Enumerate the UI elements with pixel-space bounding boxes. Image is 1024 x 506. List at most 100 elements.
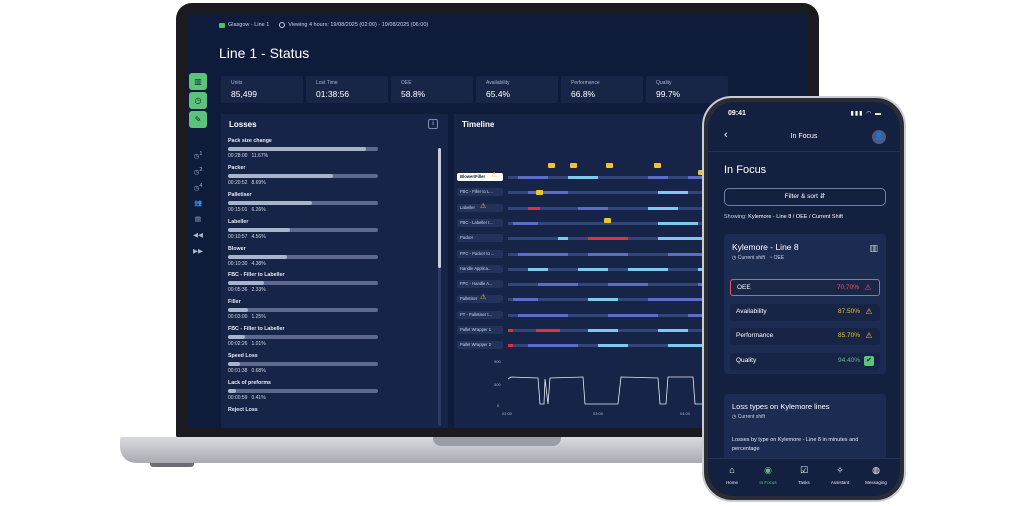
timeline-row-label[interactable]: Blower/Filler <box>457 173 503 181</box>
info-button[interactable]: i <box>428 119 438 129</box>
sidebar-alert-1[interactable]: ◷1 <box>193 151 203 161</box>
sidebar-alert-4[interactable]: ◷4 <box>193 183 203 193</box>
timeline-segment[interactable] <box>508 329 513 332</box>
sidebar-alert-2[interactable]: ◷2 <box>193 167 203 177</box>
timeline-segment[interactable] <box>598 344 628 348</box>
filter-sort-button[interactable]: Filter & sort ⇵ <box>724 188 886 206</box>
timeline-segment[interactable] <box>628 267 668 271</box>
back-icon[interactable]: ‹ <box>724 129 728 141</box>
timeline-segment[interactable] <box>528 191 568 195</box>
loss-item[interactable]: Packer 00:20:52 8.69% <box>228 165 428 192</box>
loss-item[interactable]: Blower 00:10:30 4.38% <box>228 246 428 273</box>
event-marker[interactable] <box>570 163 577 168</box>
nav-messaging[interactable]: ◍ Messaging <box>858 465 894 485</box>
event-marker[interactable] <box>606 163 613 168</box>
loss-item[interactable]: Filler 00:03:00 1.25% <box>228 299 428 326</box>
timeline-row-label[interactable]: Pallet Wrapper 2 <box>457 341 503 350</box>
fast-forward-icon[interactable]: ▶▶ <box>193 248 203 255</box>
id-card-icon[interactable]: ▤ <box>194 216 202 223</box>
timeline-segment[interactable] <box>578 267 608 271</box>
timeline-segment[interactable] <box>518 176 548 179</box>
timeline-row-label[interactable]: FBC - Filler to L... <box>457 188 503 197</box>
loss-name: Palletiser <box>228 191 252 198</box>
timeline-segment[interactable] <box>688 176 708 179</box>
line-card[interactable]: Kylemore - Line 8 ▥ ◷ Current shift ◔ OE… <box>724 234 886 374</box>
metric-row[interactable]: Availability 87.50% ⚠ <box>730 303 880 321</box>
scrollbar-thumb[interactable] <box>438 148 441 268</box>
time-range-selector[interactable]: Viewing 4 hours: 19/08/2025 (02:00) - 19… <box>279 22 428 28</box>
rewind-icon[interactable]: ◀◀ <box>193 232 203 239</box>
loss-item[interactable]: Reject Loss <box>228 407 428 428</box>
timeline-row-label[interactable]: FPC - Handle A... <box>457 280 503 289</box>
loss-item[interactable]: Labeller 00:10:57 4.56% <box>228 219 428 246</box>
timeline-segment[interactable] <box>536 329 560 332</box>
loss-item[interactable]: Pack size change 00:28:00 11.67% <box>228 138 428 165</box>
loss-item[interactable]: FBC - Filler to Labeller 00:02:26 1.01% <box>228 326 428 353</box>
timeline-row-label[interactable]: PT - Palletiser t... <box>457 310 503 319</box>
timeline-segment[interactable] <box>658 191 688 195</box>
loss-item[interactable]: Palletiser 00:15:01 6.26% <box>228 192 428 219</box>
loss-types-card[interactable]: Loss types on Kylemore lines ◷ Current s… <box>724 394 886 460</box>
event-marker[interactable] <box>548 163 555 168</box>
sidebar-history-button[interactable]: ◷ <box>189 92 207 109</box>
sidebar-tools-button[interactable]: ✎ <box>189 111 207 128</box>
timeline-row-label[interactable]: FPC - Packer to ... <box>457 249 503 258</box>
sidebar-dashboard-button[interactable]: ▥ <box>189 73 207 90</box>
loss-time: 00:10:57 <box>228 233 248 240</box>
timeline-segment[interactable] <box>513 221 538 225</box>
nav-assistant[interactable]: ✧ Assistant <box>822 465 858 485</box>
event-marker[interactable] <box>654 163 661 168</box>
timeline-segment[interactable] <box>528 267 548 271</box>
timeline-segment[interactable] <box>518 252 568 256</box>
timeline-segment[interactable] <box>658 237 708 241</box>
timeline-segment[interactable] <box>528 206 540 210</box>
timeline-row-label[interactable]: Pallet Wrapper 1 <box>457 326 503 334</box>
timeline-segment[interactable] <box>588 329 618 332</box>
timeline-segment[interactable] <box>578 206 608 210</box>
timeline-row-label[interactable]: Handle Applica... <box>457 264 503 273</box>
nav-home[interactable]: ⌂ Home <box>714 465 750 485</box>
timeline-segment[interactable] <box>648 206 678 210</box>
timeline-row-label[interactable]: Packer <box>457 234 503 243</box>
timeline-segment[interactable] <box>608 313 658 317</box>
timeline-row-label[interactable]: Labeller <box>457 203 503 212</box>
nav-in-focus[interactable]: ◉ In Focus <box>750 465 786 485</box>
timeline-segment[interactable] <box>528 344 578 348</box>
event-marker[interactable] <box>698 170 705 175</box>
timeline-segment[interactable] <box>668 252 708 256</box>
timeline-segment[interactable] <box>588 298 618 302</box>
metric-row[interactable]: Quality 94.40% ✔ <box>730 352 880 370</box>
timeline-segment[interactable] <box>668 344 708 348</box>
loss-item[interactable]: FBC - Filler to Labeller 00:05:36 2.33% <box>228 272 428 299</box>
nav-tasks[interactable]: ☑ Tasks <box>786 465 822 485</box>
scrollbar-track[interactable] <box>438 148 441 426</box>
metric-row[interactable]: OEE 70.70% ⚠ <box>730 279 880 296</box>
timeline-segment[interactable] <box>558 237 568 241</box>
timeline-segment[interactable] <box>588 252 628 256</box>
event-marker[interactable] <box>536 190 543 195</box>
timeline-segment[interactable] <box>588 237 608 241</box>
timeline-segment[interactable] <box>568 176 598 179</box>
loss-item[interactable]: Lack of preforms 00:00:59 0.41% <box>228 380 428 407</box>
timeline-row[interactable]: Palletiser ⚠ <box>454 294 808 307</box>
timeline-row-label[interactable]: FBC - Labeller t... <box>457 218 503 227</box>
timeline-segment[interactable] <box>608 283 648 287</box>
avatar[interactable]: 👤 <box>872 130 886 144</box>
timeline-segment[interactable] <box>648 298 708 302</box>
timeline-row-label[interactable]: Palletiser <box>457 295 503 304</box>
timeline-segment[interactable] <box>518 313 568 317</box>
timeline-segment[interactable] <box>513 298 538 302</box>
site-selector[interactable]: Glasgow - Line 1 <box>219 22 269 28</box>
timeline-segment[interactable] <box>658 329 688 332</box>
timeline-segment[interactable] <box>648 176 668 179</box>
timeline-segment[interactable] <box>508 344 513 348</box>
metric-row[interactable]: Performance 85.70% ⚠ <box>730 328 880 345</box>
timeline-row[interactable]: FBC - Labeller t... <box>454 218 808 231</box>
timeline-segment[interactable] <box>538 283 578 287</box>
timeline-segment[interactable] <box>658 221 698 225</box>
timeline-segment[interactable] <box>608 237 628 241</box>
users-icon[interactable]: 👥 <box>193 200 203 207</box>
timeline-row[interactable]: FPC - Packer to ... <box>454 249 808 262</box>
event-marker[interactable] <box>604 218 611 223</box>
loss-item[interactable]: Speed Loss 00:01:38 0.68% <box>228 353 428 380</box>
